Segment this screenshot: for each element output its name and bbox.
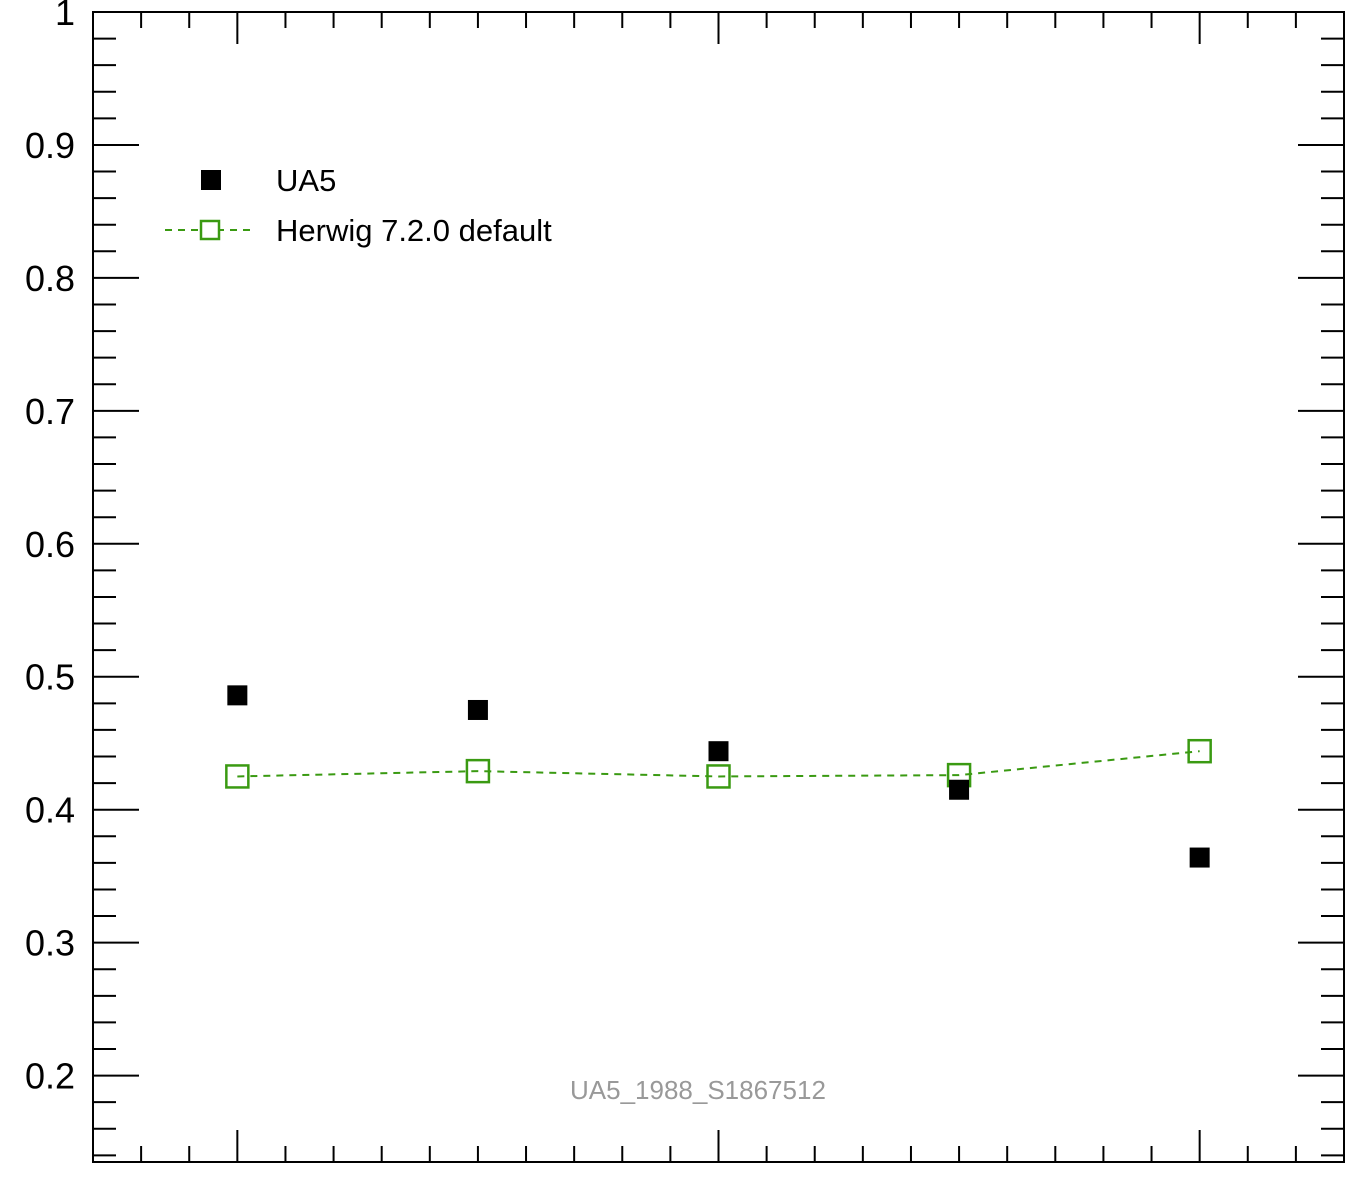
y-tick-label: 0.4	[25, 790, 75, 831]
y-tick-label: 1	[55, 0, 75, 33]
herwig-point	[706, 764, 731, 789]
ua5-point	[467, 699, 488, 720]
legend-label-ua5: UA5	[276, 163, 336, 198]
ua5-point	[949, 779, 970, 800]
herwig-point	[465, 758, 491, 784]
y-tick-label: 0.5	[25, 657, 75, 698]
ua5-point	[1189, 847, 1210, 868]
series-layer	[225, 685, 1212, 868]
y-tick-label: 0.7	[25, 391, 75, 432]
y-tick-label: 0.2	[25, 1056, 75, 1097]
herwig-line	[237, 750, 1200, 778]
legend-marker-herwig	[199, 219, 221, 241]
y-tick-label: 0.6	[25, 524, 75, 565]
y-tick-label: 0.8	[25, 258, 75, 299]
analysis-watermark: UA5_1988_S1867512	[570, 1075, 826, 1105]
ua5-point	[708, 741, 729, 762]
legend-marker-ua5	[201, 170, 221, 190]
herwig-point	[1187, 738, 1212, 764]
axes	[92, 11, 1345, 1163]
herwig-point	[225, 764, 250, 789]
legend-label-herwig: Herwig 7.2.0 default	[276, 213, 552, 248]
ua5-point	[227, 685, 248, 706]
y-tick-label: 0.9	[25, 125, 75, 166]
y-tick-label: 0.3	[25, 923, 75, 964]
y-tick-labels: 0.2 0.3 0.4 0.5 0.6 0.7 0.8 0.9 1	[25, 0, 75, 1097]
legend: UA5 Herwig 7.2.0 default	[165, 163, 552, 248]
